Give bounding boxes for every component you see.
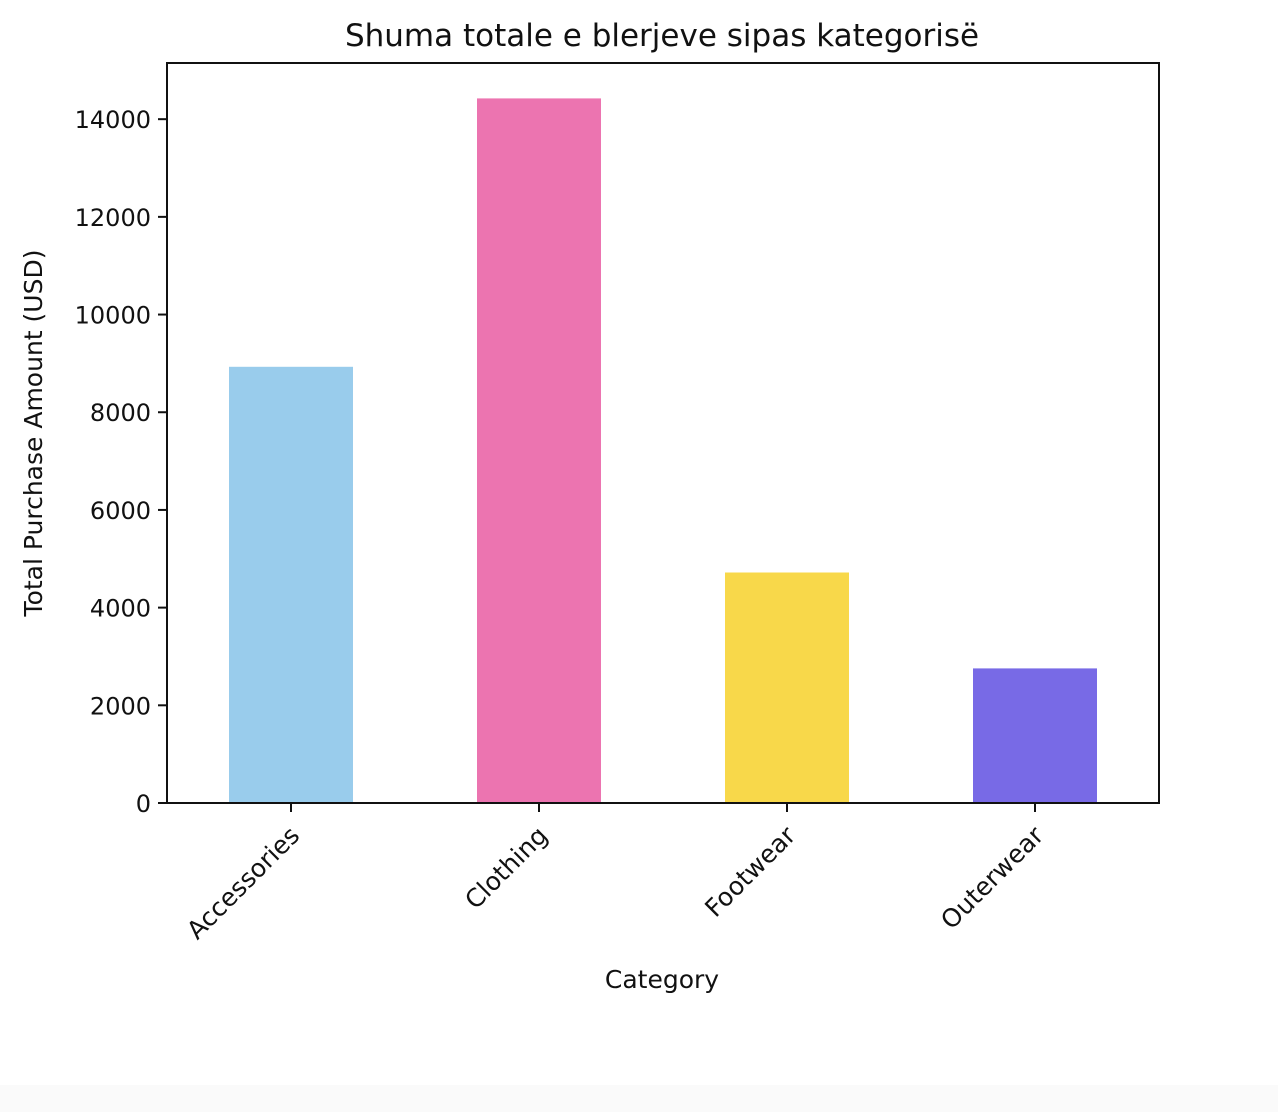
bar-clothing [477, 98, 601, 803]
x-tick-label: Outerwear [935, 820, 1050, 935]
y-axis-ticks: 0 2000 4000 6000 8000 10000 12000 14000 [75, 106, 167, 818]
bar-footwear [725, 572, 849, 803]
y-tick-label: 0 [136, 790, 151, 818]
x-tick-label: Footwear [699, 820, 802, 923]
x-axis-ticks: Accessories Clothing Footwear Outerwear [181, 803, 1050, 945]
x-tick-label: Clothing [459, 821, 553, 915]
y-tick-label: 12000 [75, 204, 151, 232]
bars-layer [229, 98, 1097, 803]
x-tick-label: Accessories [181, 821, 305, 945]
y-tick-label: 2000 [90, 692, 151, 720]
bar-outerwear [973, 668, 1097, 803]
y-tick-label: 6000 [90, 497, 151, 525]
y-tick-label: 10000 [75, 302, 151, 330]
plot-frame [166, 62, 1160, 804]
y-tick-label: 4000 [90, 595, 151, 623]
y-axis-label: Total Purchase Amount (USD) [19, 250, 48, 618]
y-tick-label: 8000 [90, 399, 151, 427]
y-tick-label: 14000 [75, 106, 151, 134]
chart-title: Shuma totale e blerjeve sipas kategorisë [345, 18, 979, 54]
x-axis-label: Category [605, 965, 719, 994]
bar-accessories [229, 366, 353, 803]
footer-strip [0, 1085, 1278, 1112]
